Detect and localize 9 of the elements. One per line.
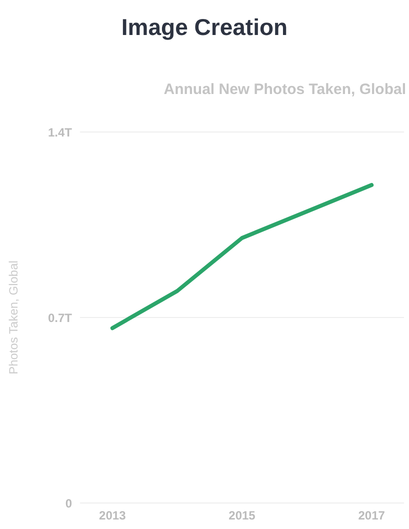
x-tick-label: 2013 — [99, 508, 126, 523]
x-tick-label: 2015 — [228, 508, 256, 523]
chart-title: Image Creation — [120, 14, 289, 41]
y-tick-label: 0.7T — [48, 310, 73, 325]
y-tick-label: 1.4T — [48, 125, 73, 140]
chart-subtitle: Annual New Photos Taken, Global — [164, 81, 406, 98]
line-series — [110, 183, 374, 330]
y-tick-label: 0 — [65, 496, 72, 510]
x-tick-label: 2017 — [358, 508, 386, 523]
